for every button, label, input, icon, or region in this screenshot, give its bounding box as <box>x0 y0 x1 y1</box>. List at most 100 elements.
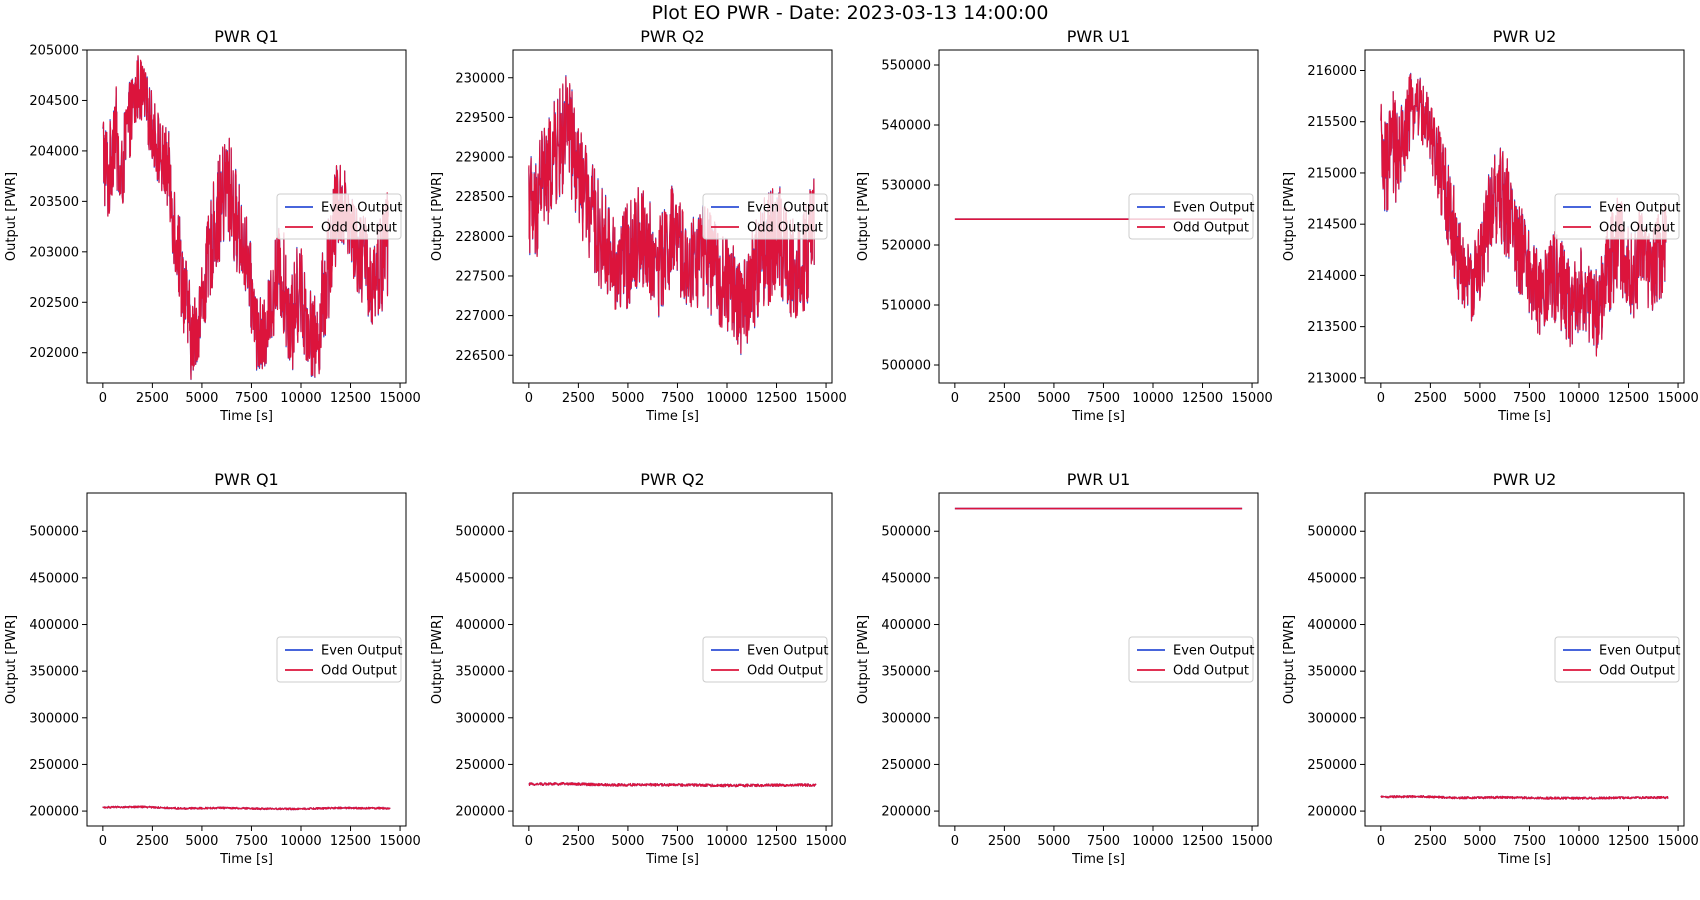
y-tick-label: 400000 <box>29 618 79 633</box>
y-tick-label: 213500 <box>1307 320 1357 335</box>
y-tick-label: 203500 <box>29 195 79 210</box>
legend-label: Even Output <box>747 644 828 659</box>
y-axis-label: Output [PWR] <box>4 615 19 704</box>
subplot-6: 0 2500 5000 7500 10000 12500 15000 200000 250000… <box>430 470 847 867</box>
legend-label: Odd Output <box>1173 664 1249 679</box>
y-tick-label: 300000 <box>1307 711 1357 726</box>
x-tick-label: 15000 <box>805 391 846 406</box>
subplot-title: PWR U2 <box>1493 470 1557 489</box>
x-tick-label: 12500 <box>1182 834 1223 849</box>
y-tick-label: 350000 <box>1307 665 1357 680</box>
x-tick-label: 0 <box>99 834 107 849</box>
subplot-title: PWR Q2 <box>640 27 704 46</box>
y-tick-label: 500000 <box>881 525 931 540</box>
y-tick-label: 500000 <box>881 359 931 374</box>
x-tick-label: 15000 <box>1231 391 1272 406</box>
figure-suptitle: Plot EO PWR - Date: 2023-03-13 14:00:00 <box>652 2 1049 24</box>
axes-frame <box>1364 492 1685 827</box>
subplot-title: PWR U1 <box>1067 470 1131 489</box>
legend-label: Even Output <box>321 644 402 659</box>
y-tick-label: 400000 <box>881 618 931 633</box>
subplot-7: 0 2500 5000 7500 10000 12500 15000 200000 250000… <box>856 470 1273 867</box>
legend-label: Odd Output <box>1599 221 1675 236</box>
y-tick-label: 350000 <box>29 665 79 680</box>
series-line-odd <box>1380 794 1669 800</box>
subplot-title: PWR Q1 <box>214 470 278 489</box>
legend-label: Even Output <box>321 201 402 216</box>
x-tick-label: 2500 <box>1414 834 1447 849</box>
series-group <box>528 781 817 788</box>
x-axis-label: Time [s] <box>1071 409 1125 424</box>
legend-label: Odd Output <box>1599 664 1675 679</box>
subplot-5: 0 2500 5000 7500 10000 12500 15000 200000 250000… <box>4 470 421 867</box>
legend: Even Output Odd Output <box>1554 193 1680 240</box>
legend-label: Even Output <box>747 201 828 216</box>
x-tick-label: 2500 <box>988 834 1021 849</box>
x-tick-label: 10000 <box>1558 834 1599 849</box>
x-tick-label: 10000 <box>1132 834 1173 849</box>
y-tick-label: 200000 <box>1307 805 1357 820</box>
y-tick-label: 214500 <box>1307 218 1357 233</box>
x-tick-label: 15000 <box>1231 834 1272 849</box>
y-tick-label: 200000 <box>455 805 505 820</box>
legend-label: Even Output <box>1173 644 1254 659</box>
x-tick-label: 12500 <box>1182 391 1223 406</box>
axes-frame <box>938 492 1259 827</box>
x-tick-label: 15000 <box>805 834 846 849</box>
axes-frame <box>86 49 407 384</box>
x-tick-label: 2500 <box>136 391 169 406</box>
y-tick-label: 215000 <box>1307 166 1357 181</box>
x-tick-label: 10000 <box>280 391 321 406</box>
legend: Even Output Odd Output <box>276 193 402 240</box>
y-tick-label: 227000 <box>455 309 505 324</box>
subplot-2: 0 2500 5000 7500 10000 12500 15000 226500 227000… <box>430 27 847 424</box>
x-tick-label: 5000 <box>1463 391 1496 406</box>
y-tick-label: 202000 <box>29 346 79 361</box>
legend-label: Even Output <box>1599 644 1680 659</box>
y-tick-label: 350000 <box>881 665 931 680</box>
subplot-1: 0 2500 5000 7500 10000 12500 15000 202000 202500… <box>4 27 421 424</box>
y-tick-label: 250000 <box>455 758 505 773</box>
y-tick-label: 300000 <box>29 711 79 726</box>
x-tick-label: 0 <box>1377 834 1385 849</box>
axes-frame <box>86 492 407 827</box>
y-tick-label: 200000 <box>881 805 931 820</box>
x-tick-label: 10000 <box>706 834 747 849</box>
y-axis-label: Output [PWR] <box>1282 615 1297 704</box>
subplot-title: PWR Q1 <box>214 27 278 46</box>
x-axis-label: Time [s] <box>1071 852 1125 867</box>
series-group <box>102 55 389 381</box>
y-tick-label: 510000 <box>881 299 931 314</box>
x-tick-label: 0 <box>525 391 533 406</box>
x-tick-label: 7500 <box>661 834 694 849</box>
legend: Even Output Odd Output <box>702 193 828 240</box>
x-axis-label: Time [s] <box>219 852 273 867</box>
legend: Even Output Odd Output <box>1554 636 1680 683</box>
x-axis-label: Time [s] <box>1497 852 1551 867</box>
y-axis-label: Output [PWR] <box>4 172 19 261</box>
y-tick-label: 214000 <box>1307 269 1357 284</box>
axes-frame <box>938 49 1259 384</box>
x-tick-label: 2500 <box>136 834 169 849</box>
y-tick-label: 300000 <box>455 711 505 726</box>
x-tick-label: 7500 <box>1087 834 1120 849</box>
x-tick-label: 15000 <box>1657 834 1698 849</box>
x-tick-label: 7500 <box>1513 834 1546 849</box>
x-tick-label: 12500 <box>330 834 371 849</box>
legend: Even Output Odd Output <box>1128 636 1254 683</box>
series-line-odd <box>102 805 391 811</box>
x-tick-label: 15000 <box>379 391 420 406</box>
x-tick-label: 5000 <box>185 834 218 849</box>
x-tick-label: 7500 <box>1087 391 1120 406</box>
legend: Even Output Odd Output <box>702 636 828 683</box>
y-tick-label: 202500 <box>29 296 79 311</box>
x-axis-label: Time [s] <box>219 409 273 424</box>
y-tick-label: 540000 <box>881 119 931 134</box>
y-tick-label: 250000 <box>1307 758 1357 773</box>
y-tick-label: 350000 <box>455 665 505 680</box>
x-tick-label: 5000 <box>1463 834 1496 849</box>
x-tick-label: 7500 <box>1513 391 1546 406</box>
series-group <box>102 805 391 811</box>
x-tick-label: 2500 <box>562 834 595 849</box>
y-tick-label: 205000 <box>29 44 79 59</box>
